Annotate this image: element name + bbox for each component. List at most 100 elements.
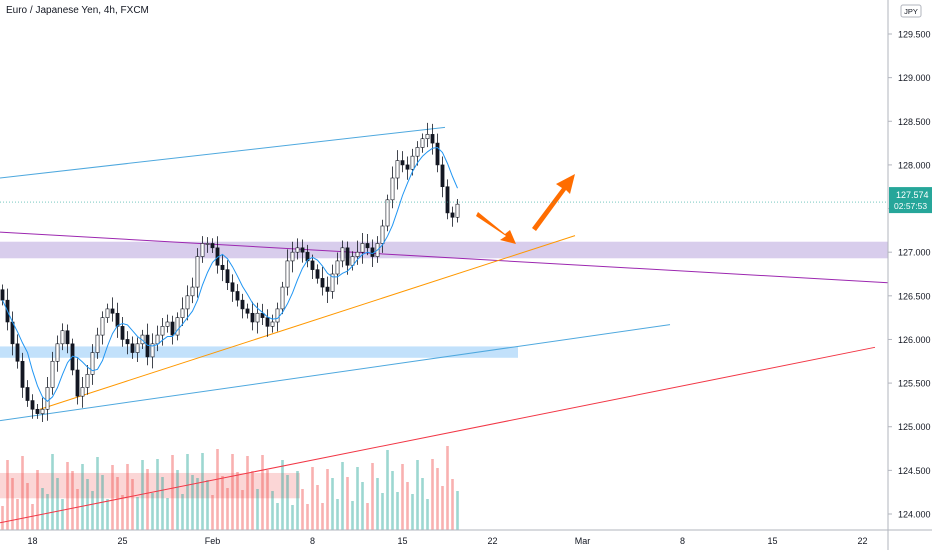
candle[interactable] xyxy=(330,273,335,292)
candle[interactable] xyxy=(365,243,370,249)
down-arrow[interactable] xyxy=(476,212,516,244)
candle[interactable] xyxy=(85,374,90,388)
candle[interactable] xyxy=(450,212,455,218)
candle[interactable] xyxy=(90,352,95,375)
support-zone[interactable] xyxy=(0,346,518,358)
volume-bar xyxy=(36,470,39,530)
candle[interactable] xyxy=(230,282,235,292)
candle[interactable] xyxy=(110,308,115,314)
candle[interactable] xyxy=(435,142,440,166)
candle[interactable] xyxy=(280,286,285,310)
candle[interactable] xyxy=(445,186,450,214)
candle[interactable] xyxy=(195,256,200,288)
moving-average-line[interactable] xyxy=(2,146,458,402)
candle[interactable] xyxy=(25,387,30,401)
candle[interactable] xyxy=(250,312,255,323)
candle[interactable] xyxy=(115,312,120,327)
candle[interactable] xyxy=(255,312,260,323)
candle[interactable] xyxy=(415,147,420,157)
candle[interactable] xyxy=(145,334,150,358)
candle[interactable] xyxy=(170,321,175,336)
candle[interactable] xyxy=(410,155,415,170)
candle[interactable] xyxy=(385,199,390,227)
candle[interactable] xyxy=(275,308,280,323)
candle[interactable] xyxy=(400,160,405,166)
candle[interactable] xyxy=(340,247,345,262)
candle[interactable] xyxy=(220,264,225,270)
candle[interactable] xyxy=(150,343,155,358)
candle[interactable] xyxy=(55,343,60,362)
candle[interactable] xyxy=(185,295,190,310)
candle[interactable] xyxy=(30,400,35,410)
candle[interactable] xyxy=(160,326,165,336)
candle[interactable] xyxy=(390,177,395,201)
candle[interactable] xyxy=(125,339,130,345)
candle[interactable] xyxy=(440,164,445,188)
candle[interactable] xyxy=(295,247,300,253)
currency-badge[interactable] xyxy=(900,4,922,18)
candle[interactable] xyxy=(245,308,250,314)
candle[interactable] xyxy=(135,343,140,353)
candle[interactable] xyxy=(40,408,45,414)
volume-bar xyxy=(321,503,324,530)
candle[interactable] xyxy=(190,286,195,297)
candle[interactable] xyxy=(20,360,25,388)
orange-trend-line[interactable] xyxy=(39,235,576,410)
candle[interactable] xyxy=(395,160,400,179)
up-arrow[interactable] xyxy=(532,174,575,231)
candle[interactable] xyxy=(105,308,110,318)
candle[interactable] xyxy=(335,260,340,275)
candle[interactable] xyxy=(205,243,210,245)
candle[interactable] xyxy=(380,225,385,244)
resistance-zone[interactable] xyxy=(0,241,888,259)
candle[interactable] xyxy=(15,343,20,362)
candle[interactable] xyxy=(50,360,55,388)
candle[interactable] xyxy=(130,343,135,353)
candle[interactable] xyxy=(200,243,205,257)
candle[interactable] xyxy=(120,326,125,340)
candle[interactable] xyxy=(300,247,305,253)
candle[interactable] xyxy=(325,286,330,292)
candle[interactable] xyxy=(100,317,105,336)
channel-lower-line[interactable] xyxy=(0,324,671,422)
candle[interactable] xyxy=(210,243,215,249)
channel-upper-line[interactable] xyxy=(0,126,446,179)
candle[interactable] xyxy=(175,317,180,336)
candle[interactable] xyxy=(360,243,365,253)
candle[interactable] xyxy=(320,278,325,288)
red-trend-line[interactable] xyxy=(0,346,876,524)
candle[interactable] xyxy=(430,134,435,144)
candle[interactable] xyxy=(425,134,430,140)
candle[interactable] xyxy=(265,317,270,327)
candle[interactable] xyxy=(165,321,170,327)
candle[interactable] xyxy=(225,269,230,284)
candle[interactable] xyxy=(155,334,160,345)
candle[interactable] xyxy=(455,203,460,218)
candle[interactable] xyxy=(35,408,40,414)
volume-bar xyxy=(166,498,169,530)
candle[interactable] xyxy=(95,334,100,353)
candle[interactable] xyxy=(180,308,185,318)
candle[interactable] xyxy=(405,164,410,170)
candle[interactable] xyxy=(235,291,240,301)
candle[interactable] xyxy=(0,289,5,301)
candle[interactable] xyxy=(65,330,70,345)
candle[interactable] xyxy=(240,299,245,310)
candle[interactable] xyxy=(310,260,315,270)
candle[interactable] xyxy=(80,387,85,397)
candle[interactable] xyxy=(270,321,275,327)
volume-bar xyxy=(336,499,339,530)
candle[interactable] xyxy=(285,260,290,288)
candle[interactable] xyxy=(290,251,295,262)
candle[interactable] xyxy=(345,247,350,266)
purple-trend-line[interactable] xyxy=(0,231,889,284)
candle[interactable] xyxy=(260,312,265,318)
candle[interactable] xyxy=(315,269,320,279)
candle[interactable] xyxy=(75,369,80,397)
candle[interactable] xyxy=(355,251,360,257)
candle[interactable] xyxy=(45,387,50,410)
candle[interactable] xyxy=(420,138,425,148)
candle[interactable] xyxy=(60,330,65,345)
